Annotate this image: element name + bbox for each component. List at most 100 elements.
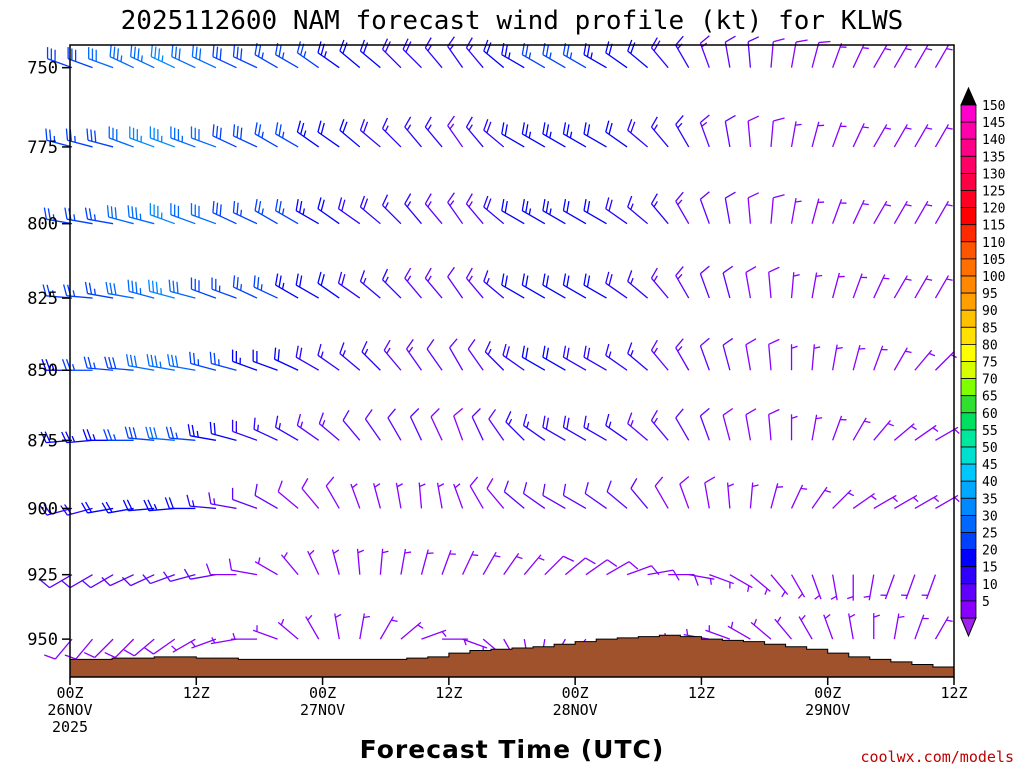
wind-barb-full bbox=[505, 411, 512, 423]
wind-barb-775-14 bbox=[339, 119, 361, 148]
wind-barb-full bbox=[88, 208, 93, 220]
wind-barb-825-25 bbox=[562, 273, 587, 299]
wind-barb-half bbox=[925, 127, 933, 130]
wind-barb-half bbox=[884, 47, 892, 51]
wind-barb-full bbox=[486, 198, 492, 210]
wind-barb-half bbox=[321, 420, 326, 427]
wind-barb-half bbox=[862, 126, 869, 129]
wind-barb-full bbox=[127, 205, 130, 218]
wind-barb-full bbox=[525, 347, 529, 360]
wind-barb-staff bbox=[521, 54, 546, 69]
wind-barb-full bbox=[149, 426, 154, 439]
wind-barb-full bbox=[483, 270, 489, 282]
wind-barb-full bbox=[219, 48, 222, 61]
wind-barb-half bbox=[630, 277, 634, 285]
wind-barb-900-42 bbox=[935, 494, 960, 509]
wind-barb-full bbox=[71, 48, 73, 61]
wind-barb-775-32 bbox=[724, 114, 736, 148]
wind-barb-staff bbox=[484, 351, 505, 371]
wind-barb-850-20 bbox=[467, 338, 484, 371]
wind-barb-staff bbox=[747, 120, 752, 147]
wind-barb-full bbox=[359, 270, 366, 282]
wind-barb-850-35 bbox=[790, 344, 798, 371]
wind-barb-staff bbox=[505, 421, 525, 441]
wind-barb-950-38 bbox=[848, 613, 856, 640]
wind-barb-staff bbox=[75, 638, 94, 660]
wind-barb-full bbox=[278, 124, 282, 137]
wind-barb-staff bbox=[852, 417, 867, 441]
wind-barb-staff bbox=[252, 629, 278, 640]
wind-barb-750-5 bbox=[150, 44, 176, 69]
wind-barb-staff bbox=[453, 483, 464, 509]
wind-barb-half bbox=[52, 214, 55, 221]
wind-barb-half bbox=[93, 288, 97, 296]
wind-barb-full bbox=[359, 195, 366, 208]
wind-barb-staff bbox=[254, 210, 278, 225]
wind-barb-875-33 bbox=[745, 408, 757, 441]
wind-barb-850-12 bbox=[295, 345, 320, 371]
colorbar-swatch-145 bbox=[960, 121, 977, 140]
wind-barb-staff bbox=[418, 482, 423, 509]
wind-barb-full bbox=[86, 429, 92, 441]
wind-barb-full bbox=[69, 129, 72, 142]
wind-barb-full bbox=[278, 45, 282, 57]
wind-barb-staff bbox=[483, 280, 505, 299]
wind-barb-half bbox=[93, 214, 97, 221]
colorbar-swatch-30 bbox=[960, 515, 977, 533]
wind-barb-half bbox=[113, 434, 117, 441]
colorbar-label-80: 80 bbox=[982, 338, 998, 353]
wind-barb-825-34 bbox=[768, 266, 780, 299]
colorbar-label-20: 20 bbox=[982, 544, 998, 559]
wind-barb-half bbox=[817, 201, 825, 204]
wind-barb-full bbox=[104, 356, 109, 369]
wind-barb-staff bbox=[447, 45, 464, 69]
wind-barb-875-28 bbox=[627, 412, 649, 441]
wind-barb-full bbox=[699, 114, 710, 124]
wind-barb-half bbox=[836, 347, 843, 350]
wind-barb-750-17 bbox=[402, 38, 422, 69]
wind-barb-850-14 bbox=[339, 342, 361, 371]
wind-barb-800-21 bbox=[483, 195, 505, 225]
wind-barb-925-28 bbox=[647, 569, 680, 581]
colorbar-label-115: 115 bbox=[982, 219, 1005, 234]
wind-barb-staff bbox=[914, 200, 929, 225]
wind-barb-staff bbox=[832, 574, 838, 601]
wind-barb-full bbox=[143, 499, 150, 511]
wind-barb-staff bbox=[852, 492, 875, 509]
wind-barb-full bbox=[105, 501, 113, 513]
wind-barb-staff bbox=[317, 354, 340, 371]
wind-barb-925-25 bbox=[585, 559, 618, 576]
y-tick-label-875: 875 bbox=[27, 431, 58, 451]
wind-barb-full bbox=[722, 337, 734, 346]
wind-barb-full bbox=[45, 128, 48, 141]
wind-barb-full bbox=[162, 571, 171, 582]
wind-barb-staff bbox=[583, 426, 607, 441]
wind-barb-900-41 bbox=[914, 494, 940, 509]
wind-barb-staff bbox=[277, 621, 299, 640]
wind-barb-950-37 bbox=[823, 614, 834, 640]
wind-barb-staff bbox=[339, 129, 361, 148]
wind-barb-half bbox=[776, 616, 782, 623]
wind-barb-875-10 bbox=[253, 417, 278, 441]
wind-barb-875-21 bbox=[488, 409, 505, 441]
wind-barb-full bbox=[212, 200, 215, 213]
wind-barb-775-20 bbox=[465, 116, 484, 148]
wind-barb-full bbox=[277, 480, 283, 492]
wind-barb-half bbox=[884, 127, 892, 130]
wind-barb-staff bbox=[170, 137, 196, 148]
wind-barb-800-36 bbox=[811, 198, 825, 224]
wind-barb-half bbox=[887, 422, 895, 427]
wind-barb-staff bbox=[811, 486, 828, 509]
wind-barb-850-2 bbox=[83, 356, 114, 371]
wind-barb-full bbox=[300, 122, 305, 135]
wind-barb-half bbox=[357, 549, 364, 554]
wind-barb-full bbox=[447, 266, 455, 278]
wind-barb-800-34 bbox=[770, 194, 785, 224]
wind-barb-staff bbox=[544, 555, 564, 576]
wind-barb-850-9 bbox=[231, 349, 258, 371]
wind-barb-875-12 bbox=[296, 413, 320, 441]
wind-barb-staff bbox=[650, 349, 669, 371]
wind-barb-full bbox=[675, 408, 684, 419]
wind-barb-full bbox=[447, 192, 455, 203]
wind-barb-925-5 bbox=[142, 574, 176, 585]
